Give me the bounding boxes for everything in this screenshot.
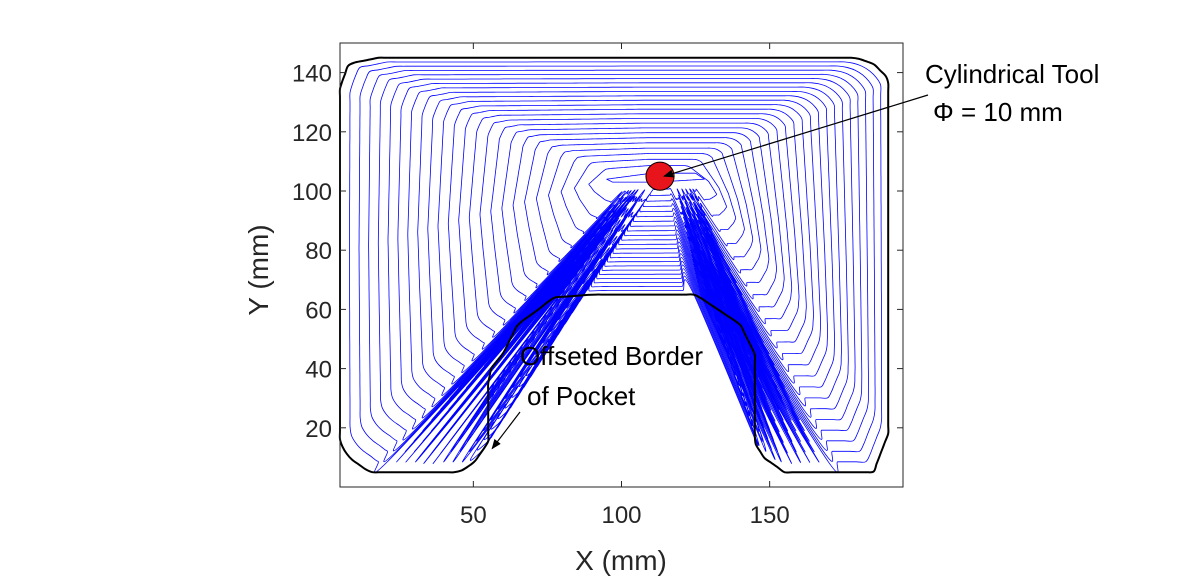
y-tick-label: 100 bbox=[292, 179, 332, 206]
toolpath-contour bbox=[397, 82, 849, 419]
toolpath-contour bbox=[437, 99, 822, 373]
border-annotation-line1: Offseted Border bbox=[520, 341, 703, 371]
y-axis-title: Y (mm) bbox=[243, 224, 274, 315]
toolpath-contour bbox=[548, 147, 745, 249]
x-tick-label: 50 bbox=[460, 502, 487, 529]
y-tick-label: 40 bbox=[305, 357, 332, 384]
toolpath-contour bbox=[512, 132, 770, 289]
x-tick-label: 150 bbox=[750, 502, 790, 529]
y-tick-label: 140 bbox=[292, 61, 332, 88]
toolpath-contour bbox=[417, 91, 836, 396]
toolpath-contour bbox=[524, 137, 762, 276]
y-tick-label: 120 bbox=[292, 120, 332, 147]
toolpath-contour bbox=[560, 153, 737, 234]
y-tick-label: 80 bbox=[305, 238, 332, 265]
toolpath-contours bbox=[349, 61, 883, 473]
toolpath-contour bbox=[447, 104, 814, 362]
tool-annotation-line2: Φ = 10 mm bbox=[933, 97, 1063, 127]
y-tick-label: 20 bbox=[305, 416, 332, 443]
tool-marker bbox=[645, 161, 675, 191]
toolpath-contour bbox=[479, 117, 793, 326]
toolpath-contour bbox=[407, 86, 842, 408]
toolpath-contour bbox=[588, 165, 718, 203]
x-tick-label: 100 bbox=[601, 502, 641, 529]
toolpath-contour bbox=[501, 127, 778, 301]
x-axis-title: X (mm) bbox=[575, 545, 667, 576]
tool-annotation-line1: Cylindrical Tool bbox=[925, 59, 1099, 89]
toolpath-contour bbox=[535, 142, 754, 262]
toolpath-contour bbox=[427, 95, 829, 385]
border-annotation-arrow bbox=[491, 411, 521, 450]
toolpath-contour bbox=[468, 113, 800, 338]
toolpath-contour bbox=[368, 69, 869, 452]
toolpath-contour bbox=[573, 158, 727, 219]
tool-annotation-arrow bbox=[663, 94, 929, 178]
border-annotation-line2: of Pocket bbox=[527, 381, 636, 411]
toolpath-contour bbox=[358, 65, 876, 463]
toolpath-contour bbox=[458, 108, 807, 350]
axes: 50 100 150 20 40 60 80 100 120 140 bbox=[292, 42, 904, 529]
toolpath-contour bbox=[490, 122, 785, 314]
y-tick-label: 60 bbox=[305, 297, 332, 324]
tool-marker-layer bbox=[645, 161, 675, 191]
